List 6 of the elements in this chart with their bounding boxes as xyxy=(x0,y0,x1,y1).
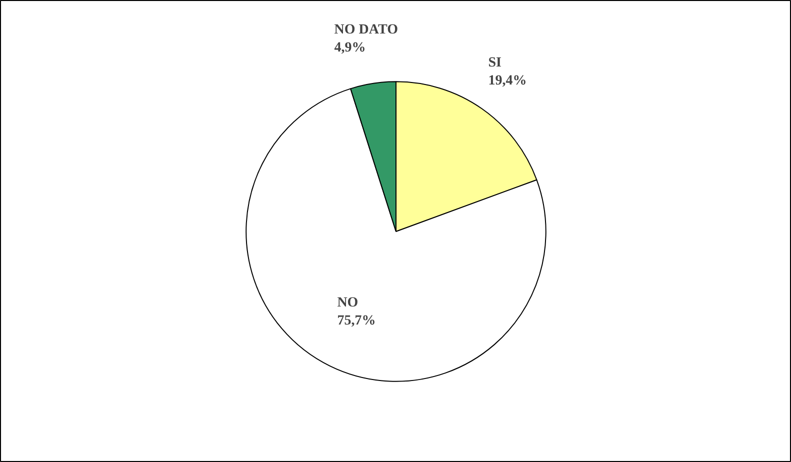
data-label: 4,9% xyxy=(334,40,366,56)
slice-label: SI xyxy=(488,55,502,70)
slice-label: NO xyxy=(337,296,358,311)
slice-label: NO DATO xyxy=(334,22,398,38)
data-label: 19,4% xyxy=(488,73,527,88)
data-label: 75,7% xyxy=(337,314,376,329)
